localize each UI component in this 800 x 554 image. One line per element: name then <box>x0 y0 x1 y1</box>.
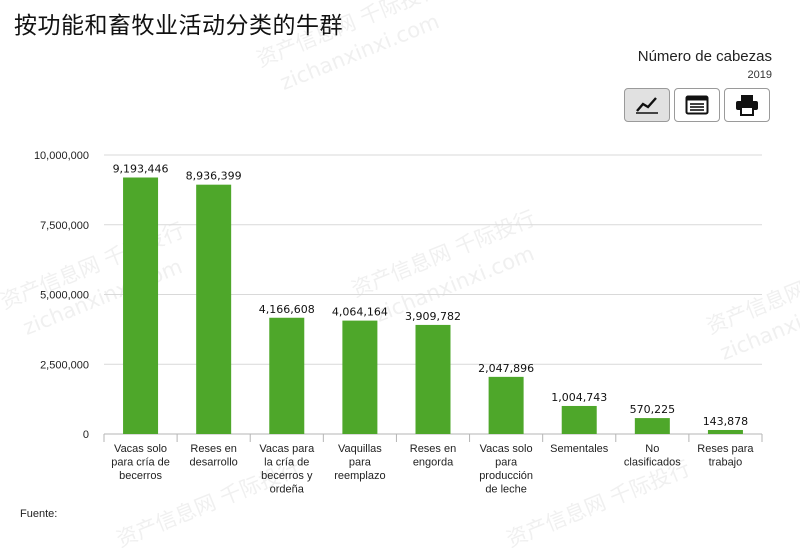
x-category-label: Vacas para <box>259 443 315 455</box>
y-tick-label: 5,000,000 <box>40 290 89 302</box>
x-category-label: de leche <box>485 484 527 496</box>
bar-value-label: 570,225 <box>630 403 676 416</box>
x-category-label: becerros <box>119 470 162 482</box>
x-category-label: para cría de <box>111 457 170 469</box>
bar-value-label: 8,936,399 <box>186 170 242 183</box>
bar <box>123 177 159 434</box>
x-category-label: ordeña <box>270 484 305 496</box>
chart-year: 2019 <box>747 69 772 81</box>
x-category-label: reemplazo <box>334 470 385 482</box>
x-category-label: Vacas solo <box>114 443 167 455</box>
table-icon <box>685 95 709 115</box>
y-tick-label: 10,000,000 <box>34 150 89 162</box>
chart-unit-title: Número de cabezas <box>637 48 772 65</box>
x-category-label: para <box>349 457 372 469</box>
x-category-label: Vacas solo <box>480 443 533 455</box>
x-category-label: trabajo <box>709 457 743 469</box>
bar <box>196 184 232 434</box>
x-category-label: Vaquillas <box>338 443 382 455</box>
x-category-label: producción <box>479 470 533 482</box>
bar <box>488 376 524 434</box>
x-category-label: Reses en <box>410 443 456 455</box>
x-category-label: Reses para <box>697 443 754 455</box>
x-category-label: engorda <box>413 457 454 469</box>
x-category-label: Reses en <box>190 443 236 455</box>
bar <box>415 324 451 434</box>
bar <box>342 320 378 434</box>
x-category-label: becerros y <box>261 470 313 482</box>
x-category-label: para <box>495 457 518 469</box>
bar <box>269 317 305 434</box>
bar-value-label: 2,047,896 <box>478 362 534 375</box>
printer-icon <box>736 95 758 116</box>
print-button[interactable] <box>724 88 770 122</box>
bar-value-label: 4,064,164 <box>332 306 388 319</box>
source-label: Fuente: <box>20 508 58 520</box>
bar <box>634 418 670 434</box>
bar-value-label: 9,193,446 <box>113 163 169 176</box>
bar <box>561 405 597 434</box>
line-chart-icon <box>636 97 658 114</box>
x-category-label: la cría de <box>264 457 309 469</box>
page-title: 按功能和畜牧业活动分类的牛群 <box>14 13 343 39</box>
x-category-label: clasificados <box>624 457 681 469</box>
y-tick-label: 0 <box>83 429 89 441</box>
bar <box>707 429 743 434</box>
x-category-label: desarrollo <box>190 457 238 469</box>
x-category-label: No <box>645 443 659 455</box>
bar-chart: 0 2,500,000 5,000,000 7,500,000 10,000,000 9,… <box>34 150 763 496</box>
bar-value-label: 3,909,782 <box>405 310 461 323</box>
bar-value-label: 1,004,743 <box>551 391 607 404</box>
bar-value-label: 4,166,608 <box>259 303 315 316</box>
bar-value-label: 143,878 <box>703 415 749 428</box>
table-view-button[interactable] <box>674 88 720 122</box>
y-tick-label: 2,500,000 <box>40 359 89 371</box>
y-tick-label: 7,500,000 <box>40 220 89 232</box>
line-chart-button[interactable] <box>624 88 670 122</box>
x-category-label: Sementales <box>550 443 609 455</box>
